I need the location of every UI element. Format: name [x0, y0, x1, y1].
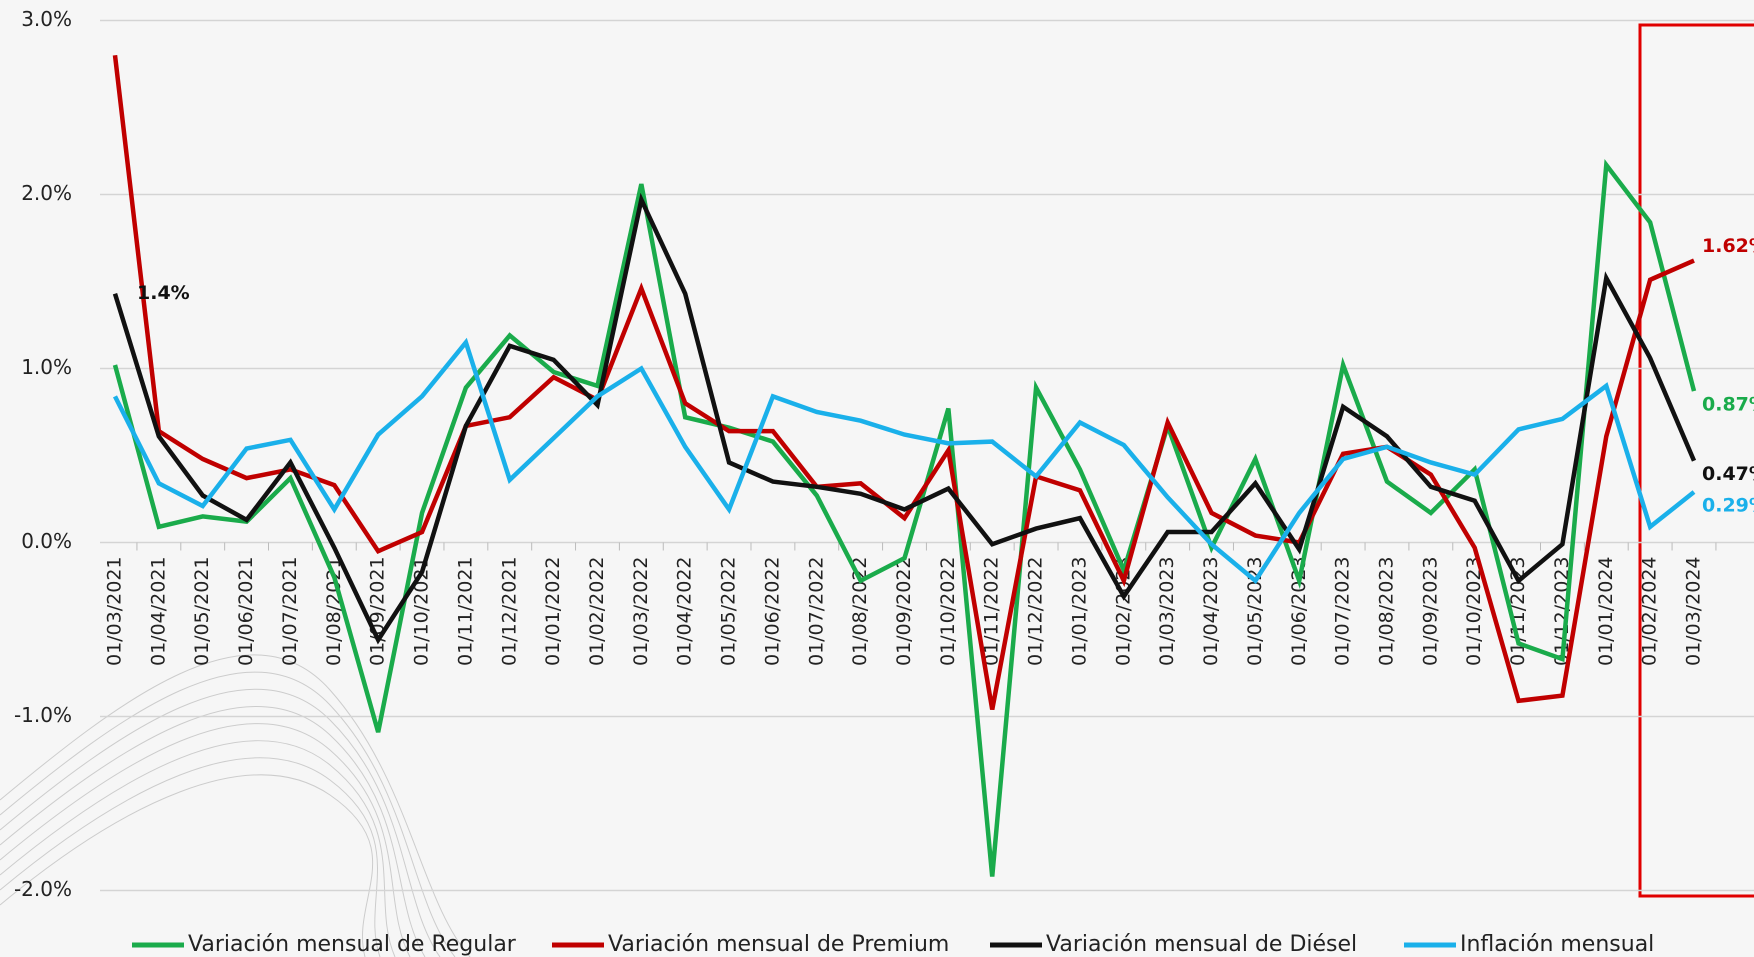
x-tick-label: 01/01/2024 — [1595, 557, 1617, 667]
legend-label: Variación mensual de Premium — [608, 932, 949, 957]
legend-label: Inflación mensual — [1460, 932, 1654, 957]
data-label: 0.47% — [1702, 463, 1754, 485]
x-tick-label: 01/03/2023 — [1156, 557, 1178, 667]
x-tick-label: 01/09/2022 — [893, 557, 915, 667]
x-tick-label: 01/04/2023 — [1200, 557, 1222, 667]
x-tick-label: 01/04/2022 — [674, 557, 696, 667]
x-tick-label: 01/12/2022 — [1025, 557, 1047, 667]
data-label: 1.62% — [1702, 235, 1754, 257]
data-label: 1.4% — [137, 282, 190, 304]
highlight-box — [1640, 25, 1754, 896]
x-tick-label: 01/09/2021 — [367, 557, 389, 667]
data-label: 0.29% — [1702, 495, 1754, 517]
series-line — [115, 342, 1694, 580]
x-tick-label: 01/06/2022 — [761, 557, 783, 667]
x-tick-label: 01/03/2021 — [104, 557, 126, 667]
x-tick-label: 01/09/2023 — [1419, 557, 1441, 667]
legend-label: Variación mensual de Regular — [188, 932, 517, 957]
y-tick-label: 1.0% — [21, 355, 72, 379]
x-tick-label: 01/12/2021 — [498, 557, 520, 667]
y-tick-label: 0.0% — [21, 529, 72, 553]
x-tick-label: 01/04/2021 — [147, 557, 169, 667]
y-tick-label: -1.0% — [14, 703, 72, 727]
data-label: 0.87% — [1702, 394, 1754, 416]
x-tick-label: 01/08/2023 — [1375, 557, 1397, 667]
legend-label: Variación mensual de Diésel — [1046, 932, 1357, 957]
x-tick-label: 01/10/2022 — [937, 557, 959, 667]
chart: -2.0% -1.0% 0.0% 1.0% 2.0% 3.0% 01/03/2021 01/0… — [0, 0, 1754, 957]
y-tick-label: -2.0% — [14, 877, 72, 901]
x-tick-label: 01/03/2024 — [1683, 557, 1705, 667]
y-tick-label: 3.0% — [21, 7, 72, 31]
x-tick-label: 01/06/2021 — [235, 557, 257, 667]
x-tick-label: 01/07/2023 — [1332, 557, 1354, 667]
x-tick-label: 01/11/2021 — [454, 557, 476, 667]
y-tick-label: 2.0% — [21, 181, 72, 205]
x-tick-label: 01/01/2023 — [1068, 557, 1090, 667]
x-tick-label: 01/07/2022 — [805, 557, 827, 667]
x-tick-label: 01/03/2022 — [630, 557, 652, 667]
x-tick-label: 01/02/2024 — [1639, 557, 1661, 667]
page: {"chart_data": {"type": "line", "categor… — [0, 0, 1754, 957]
x-tick-label: 01/07/2021 — [279, 557, 301, 667]
decoration — [0, 655, 470, 957]
x-tick-label: 01/08/2022 — [849, 557, 871, 667]
x-tick-label: 01/05/2022 — [718, 557, 740, 667]
x-tick-label: 01/05/2021 — [191, 557, 213, 667]
x-tick-label: 01/02/2022 — [586, 557, 608, 667]
x-tick-label: 01/01/2022 — [542, 557, 564, 667]
